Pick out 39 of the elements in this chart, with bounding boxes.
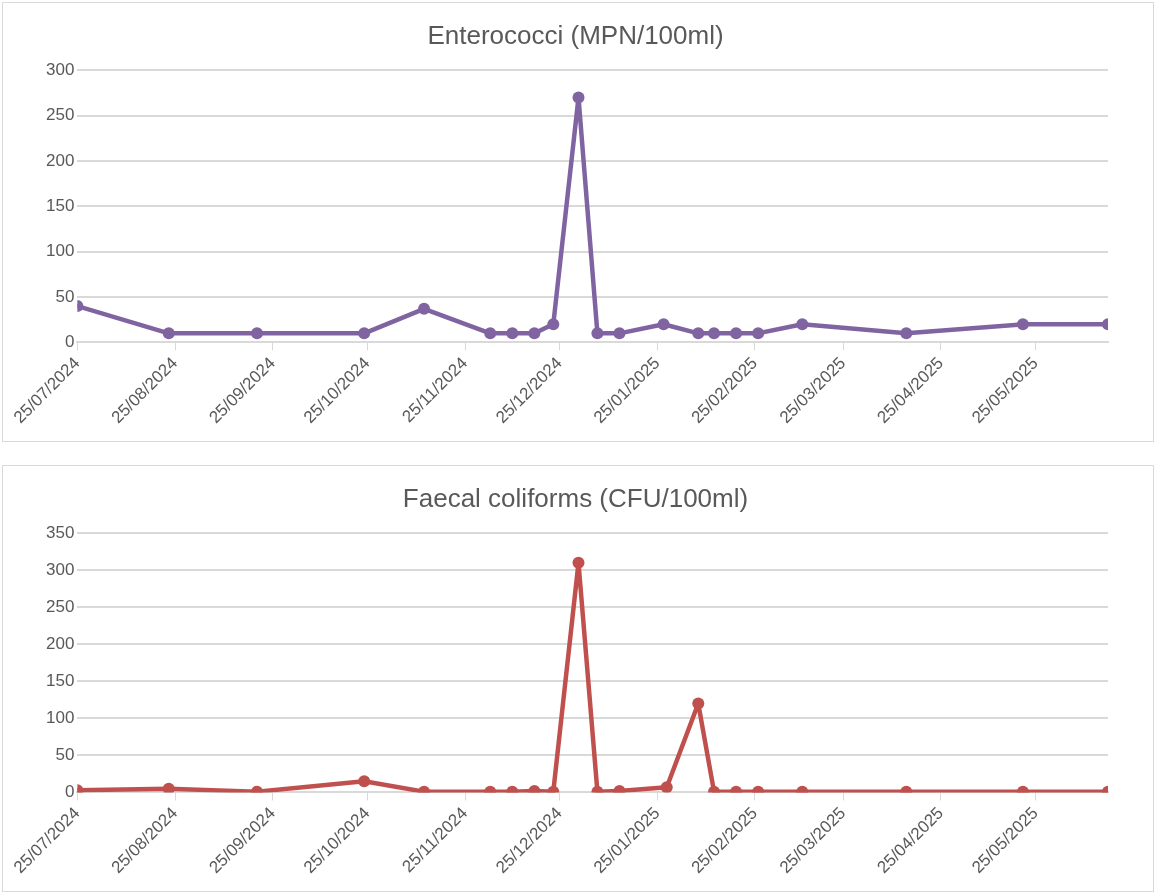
y-tick-label: 300 (45, 559, 75, 579)
point (251, 327, 264, 340)
point (358, 327, 371, 340)
point (1016, 318, 1029, 331)
y-tick-label: 250 (45, 105, 75, 125)
point (591, 327, 604, 340)
y-tick-label: 300 (45, 59, 75, 79)
point (692, 697, 705, 710)
point (162, 327, 175, 340)
point (418, 302, 431, 315)
point (162, 782, 175, 793)
point (528, 327, 541, 340)
point (900, 327, 913, 340)
y-tick-label: 50 (55, 286, 75, 306)
point (752, 327, 765, 340)
y-tick-label: 50 (55, 745, 75, 765)
point (572, 556, 585, 569)
y-tick-label: 200 (45, 150, 75, 170)
point (708, 327, 721, 340)
y-tick-label: 100 (45, 708, 75, 728)
point (657, 318, 670, 331)
y-tick-label: 100 (45, 241, 75, 261)
point (506, 327, 519, 340)
chart-title: Faecal coliforms (CFU/100ml) (402, 482, 749, 513)
y-tick-label: 0 (64, 332, 75, 352)
y-tick-label: 350 (45, 522, 75, 542)
chart-title: Enterococci (MPN/100ml) (427, 19, 724, 50)
point (796, 318, 809, 331)
y-tick-label: 0 (64, 782, 75, 802)
y-tick-label: 150 (45, 671, 75, 691)
y-tick-label: 250 (45, 596, 75, 616)
point (613, 327, 626, 340)
y-tick-label: 200 (45, 633, 75, 653)
y-tick-label: 150 (45, 195, 75, 215)
point (730, 327, 743, 340)
point (572, 91, 585, 104)
point (692, 327, 705, 340)
point (547, 318, 560, 331)
point (484, 327, 497, 340)
